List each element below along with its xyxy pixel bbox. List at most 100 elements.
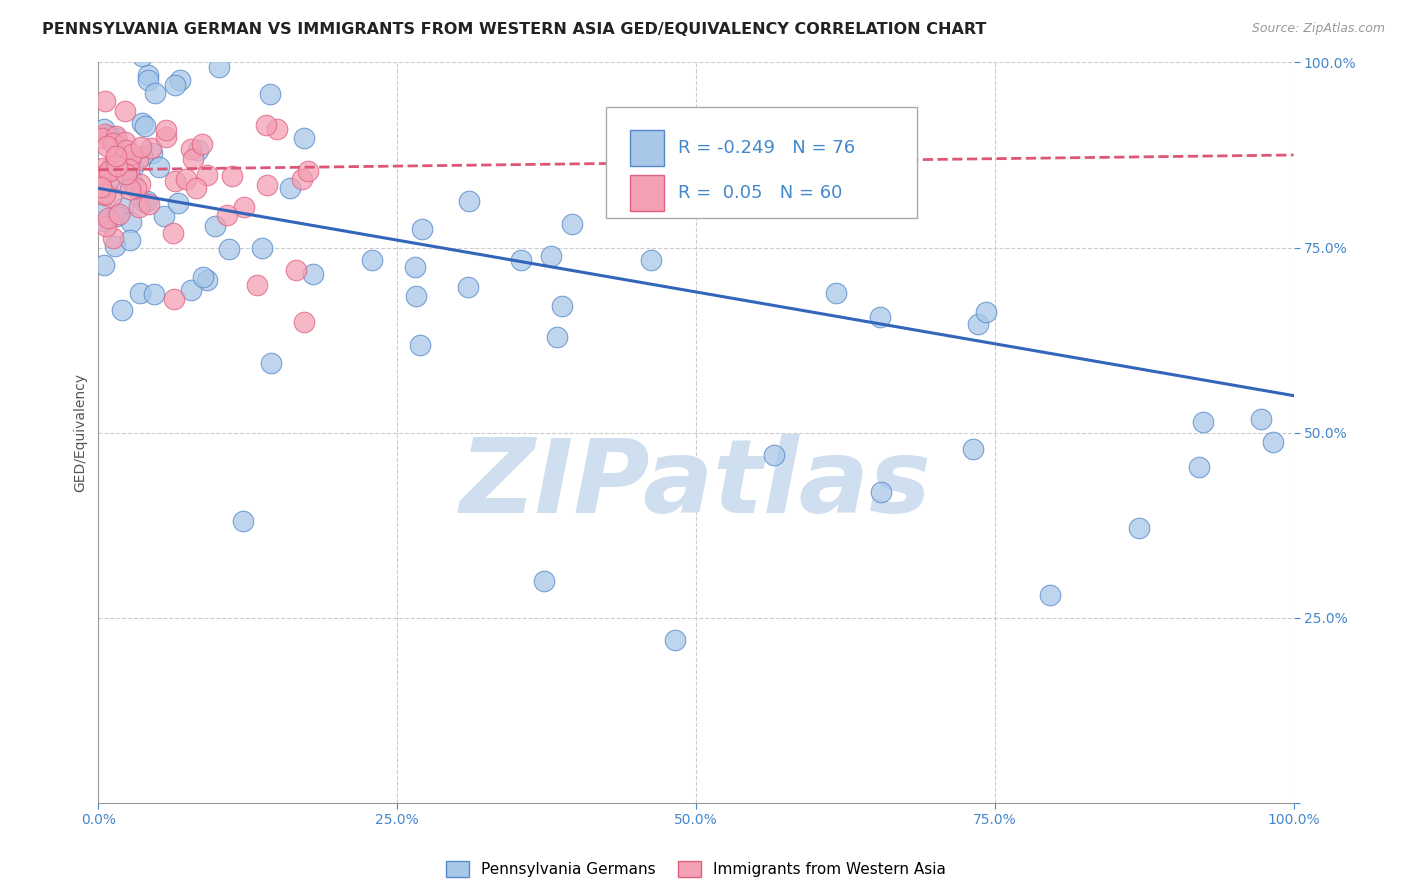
Point — [294, 314, 316, 328]
Point — [121, 146, 143, 161]
Point — [93, 213, 115, 227]
Point — [90, 131, 112, 145]
Point — [138, 196, 160, 211]
Point — [266, 122, 288, 136]
Point — [869, 484, 891, 499]
Point — [457, 194, 479, 208]
Text: R = -0.249   N = 76: R = -0.249 N = 76 — [678, 139, 855, 157]
Point — [127, 153, 149, 168]
Point — [561, 218, 583, 232]
Point — [1192, 415, 1215, 429]
Point — [180, 283, 202, 297]
Point — [134, 119, 156, 133]
Point — [97, 172, 120, 186]
Point — [101, 136, 124, 151]
Point — [131, 49, 153, 63]
Point — [108, 207, 131, 221]
Point — [104, 239, 127, 253]
Point — [96, 219, 118, 233]
Point — [215, 208, 238, 222]
Point — [664, 632, 686, 647]
Point — [181, 152, 204, 166]
Point — [136, 72, 159, 87]
Point — [1128, 521, 1150, 535]
Point — [165, 78, 187, 93]
Point — [98, 164, 121, 178]
Point — [148, 160, 170, 174]
Point — [104, 131, 127, 145]
Point — [962, 442, 984, 456]
Point — [260, 356, 283, 370]
Point — [162, 226, 184, 240]
Point — [155, 123, 177, 137]
Point — [135, 194, 157, 209]
Point — [184, 181, 207, 195]
Point — [169, 73, 191, 87]
Point — [292, 131, 315, 145]
Point — [297, 163, 319, 178]
Point — [825, 286, 848, 301]
Point — [132, 195, 155, 210]
Point — [533, 574, 555, 588]
Point — [142, 287, 165, 301]
Point — [1261, 435, 1284, 450]
Point — [546, 330, 568, 344]
Point — [115, 143, 138, 157]
Y-axis label: GED/Equivalency: GED/Equivalency — [73, 373, 87, 492]
Point — [96, 138, 118, 153]
Text: R =  0.05   N = 60: R = 0.05 N = 60 — [678, 184, 842, 202]
Point — [256, 118, 278, 132]
Point — [97, 128, 120, 143]
Point — [93, 205, 115, 219]
Point — [131, 149, 153, 163]
Point — [129, 139, 152, 153]
Point — [510, 252, 533, 267]
Point — [128, 200, 150, 214]
Point — [195, 168, 218, 182]
Point — [163, 293, 186, 307]
Point — [405, 289, 427, 303]
Point — [105, 128, 128, 143]
Point — [114, 167, 136, 181]
Point — [218, 243, 240, 257]
Point — [101, 158, 124, 172]
Text: Source: ZipAtlas.com: Source: ZipAtlas.com — [1251, 22, 1385, 36]
Text: PENNSYLVANIA GERMAN VS IMMIGRANTS FROM WESTERN ASIA GED/EQUIVALENCY CORRELATION : PENNSYLVANIA GERMAN VS IMMIGRANTS FROM W… — [42, 22, 987, 37]
Point — [280, 180, 302, 194]
Point — [145, 86, 167, 100]
Point — [141, 145, 163, 160]
Point — [93, 187, 115, 202]
Point — [869, 310, 891, 324]
FancyBboxPatch shape — [606, 107, 917, 218]
Point — [163, 174, 186, 188]
Point — [93, 258, 115, 272]
Point — [540, 249, 562, 263]
Point — [285, 262, 308, 277]
FancyBboxPatch shape — [630, 130, 664, 166]
Point — [114, 155, 136, 169]
Point — [120, 215, 142, 229]
Point — [204, 219, 226, 233]
Point — [166, 196, 188, 211]
Point — [187, 144, 209, 158]
Point — [174, 172, 197, 186]
Point — [1188, 459, 1211, 474]
Point — [121, 174, 143, 188]
Point — [640, 252, 662, 267]
Point — [233, 200, 256, 214]
Point — [111, 201, 134, 215]
Point — [118, 161, 141, 176]
Point — [100, 189, 122, 203]
Point — [104, 156, 127, 170]
Point — [101, 231, 124, 245]
Point — [190, 136, 212, 151]
Point — [207, 60, 229, 74]
Point — [124, 181, 146, 195]
Point — [90, 180, 112, 194]
Point — [114, 104, 136, 119]
Point — [246, 277, 269, 292]
Point — [128, 285, 150, 300]
Point — [91, 161, 114, 176]
Point — [93, 122, 115, 136]
Point — [105, 159, 128, 173]
